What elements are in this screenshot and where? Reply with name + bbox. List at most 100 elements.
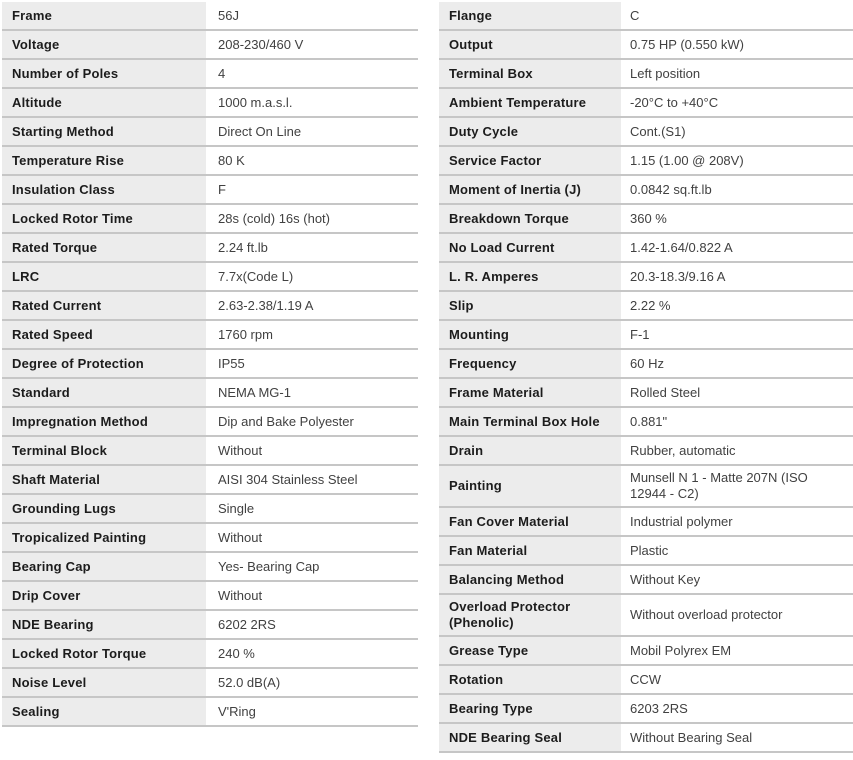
spec-label: Fan Cover Material xyxy=(439,508,621,535)
spec-value: 208-230/460 V xyxy=(206,31,418,58)
spec-value: AISI 304 Stainless Steel xyxy=(206,466,418,493)
spec-label: Noise Level xyxy=(2,669,206,696)
spec-value: 80 K xyxy=(206,147,418,174)
spec-label: Sealing xyxy=(2,698,206,725)
spec-row: Slip 2.22 % xyxy=(439,292,853,321)
spec-label: Locked Rotor Torque xyxy=(2,640,206,667)
spec-value: 0.0842 sq.ft.lb xyxy=(621,176,853,203)
spec-label: Balancing Method xyxy=(439,566,621,593)
spec-row: Drip Cover Without xyxy=(2,582,418,611)
spec-row: Output 0.75 HP (0.550 kW) xyxy=(439,31,853,60)
spec-label: Number of Poles xyxy=(2,60,206,87)
spec-label: NDE Bearing xyxy=(2,611,206,638)
spec-label: Flange xyxy=(439,2,621,29)
spec-label: Main Terminal Box Hole xyxy=(439,408,621,435)
spec-row: No Load Current 1.42-1.64/0.822 A xyxy=(439,234,853,263)
spec-value: 60 Hz xyxy=(621,350,853,377)
spec-value: 28s (cold) 16s (hot) xyxy=(206,205,418,232)
spec-row: Shaft Material AISI 304 Stainless Steel xyxy=(2,466,418,495)
spec-value: Mobil Polyrex EM xyxy=(621,637,853,664)
spec-label: Bearing Cap xyxy=(2,553,206,580)
spec-row: Impregnation Method Dip and Bake Polyeste… xyxy=(2,408,418,437)
spec-value: Without xyxy=(206,437,418,464)
spec-value: F xyxy=(206,176,418,203)
spec-row: Grounding Lugs Single xyxy=(2,495,418,524)
spec-label: LRC xyxy=(2,263,206,290)
spec-row: Altitude 1000 m.a.s.l. xyxy=(2,89,418,118)
spec-value: 2.22 % xyxy=(621,292,853,319)
spec-value: NEMA MG-1 xyxy=(206,379,418,406)
spec-row: Number of Poles 4 xyxy=(2,60,418,89)
spec-label: Grounding Lugs xyxy=(2,495,206,522)
spec-row: Flange C xyxy=(439,2,853,31)
spec-value: 2.63-2.38/1.19 A xyxy=(206,292,418,319)
spec-label: Terminal Box xyxy=(439,60,621,87)
spec-label: Drip Cover xyxy=(2,582,206,609)
spec-label: Moment of Inertia (J) xyxy=(439,176,621,203)
spec-value: 0.881" xyxy=(621,408,853,435)
spec-label: Starting Method xyxy=(2,118,206,145)
spec-row: Standard NEMA MG-1 xyxy=(2,379,418,408)
spec-value: Yes- Bearing Cap xyxy=(206,553,418,580)
spec-label: Terminal Block xyxy=(2,437,206,464)
spec-label: Temperature Rise xyxy=(2,147,206,174)
spec-value: Without xyxy=(206,524,418,551)
spec-value: 0.75 HP (0.550 kW) xyxy=(621,31,853,58)
spec-row: Rated Torque 2.24 ft.lb xyxy=(2,234,418,263)
spec-row: Bearing Type 6203 2RS xyxy=(439,695,853,724)
spec-row: Fan Material Plastic xyxy=(439,537,853,566)
spec-label: Shaft Material xyxy=(2,466,206,493)
spec-row: Locked Rotor Torque 240 % xyxy=(2,640,418,669)
spec-row: Overload Protector (Phenolic) Without ove… xyxy=(439,595,853,637)
spec-label: Impregnation Method xyxy=(2,408,206,435)
spec-row: Drain Rubber, automatic xyxy=(439,437,853,466)
spec-value: Dip and Bake Polyester xyxy=(206,408,418,435)
spec-label: Altitude xyxy=(2,89,206,116)
spec-value: CCW xyxy=(621,666,853,693)
spec-label: Insulation Class xyxy=(2,176,206,203)
spec-value: Left position xyxy=(621,60,853,87)
spec-value: 240 % xyxy=(206,640,418,667)
spec-value: Rolled Steel xyxy=(621,379,853,406)
spec-value: Without xyxy=(206,582,418,609)
spec-label: Breakdown Torque xyxy=(439,205,621,232)
spec-label: Ambient Temperature xyxy=(439,89,621,116)
spec-row: NDE Bearing 6202 2RS xyxy=(2,611,418,640)
spec-value: Without Bearing Seal xyxy=(621,724,853,751)
spec-row: Balancing Method Without Key xyxy=(439,566,853,595)
spec-value: Single xyxy=(206,495,418,522)
spec-value: 2.24 ft.lb xyxy=(206,234,418,261)
spec-row: Tropicalized Painting Without xyxy=(2,524,418,553)
spec-value: 20.3-18.3/9.16 A xyxy=(621,263,853,290)
spec-label: Service Factor xyxy=(439,147,621,174)
spec-row: Sealing V'Ring xyxy=(2,698,418,727)
spec-label: Tropicalized Painting xyxy=(2,524,206,551)
spec-label: Frame Material xyxy=(439,379,621,406)
spec-label: Standard xyxy=(2,379,206,406)
spec-label: Rated Speed xyxy=(2,321,206,348)
spec-value: Cont.(S1) xyxy=(621,118,853,145)
spec-table-left: Frame 56J Voltage 208-230/460 V Number of Po… xyxy=(2,2,418,727)
spec-row: Rated Current 2.63-2.38/1.19 A xyxy=(2,292,418,321)
spec-value: 6203 2RS xyxy=(621,695,853,722)
spec-value: Rubber, automatic xyxy=(621,437,853,464)
spec-label: Drain xyxy=(439,437,621,464)
spec-value: -20°C to +40°C xyxy=(621,89,853,116)
spec-value: Plastic xyxy=(621,537,853,564)
spec-row: LRC 7.7x(Code L) xyxy=(2,263,418,292)
spec-value: 1000 m.a.s.l. xyxy=(206,89,418,116)
spec-row: Temperature Rise 80 K xyxy=(2,147,418,176)
spec-row: Insulation Class F xyxy=(2,176,418,205)
spec-row: Terminal Box Left position xyxy=(439,60,853,89)
spec-value: 1760 rpm xyxy=(206,321,418,348)
spec-value: Industrial polymer xyxy=(621,508,853,535)
spec-row: Mounting F-1 xyxy=(439,321,853,350)
spec-label: Bearing Type xyxy=(439,695,621,722)
spec-value: 4 xyxy=(206,60,418,87)
spec-row: Grease Type Mobil Polyrex EM xyxy=(439,637,853,666)
spec-label: Mounting xyxy=(439,321,621,348)
spec-label: Slip xyxy=(439,292,621,319)
spec-row: Bearing Cap Yes- Bearing Cap xyxy=(2,553,418,582)
spec-row: Terminal Block Without xyxy=(2,437,418,466)
